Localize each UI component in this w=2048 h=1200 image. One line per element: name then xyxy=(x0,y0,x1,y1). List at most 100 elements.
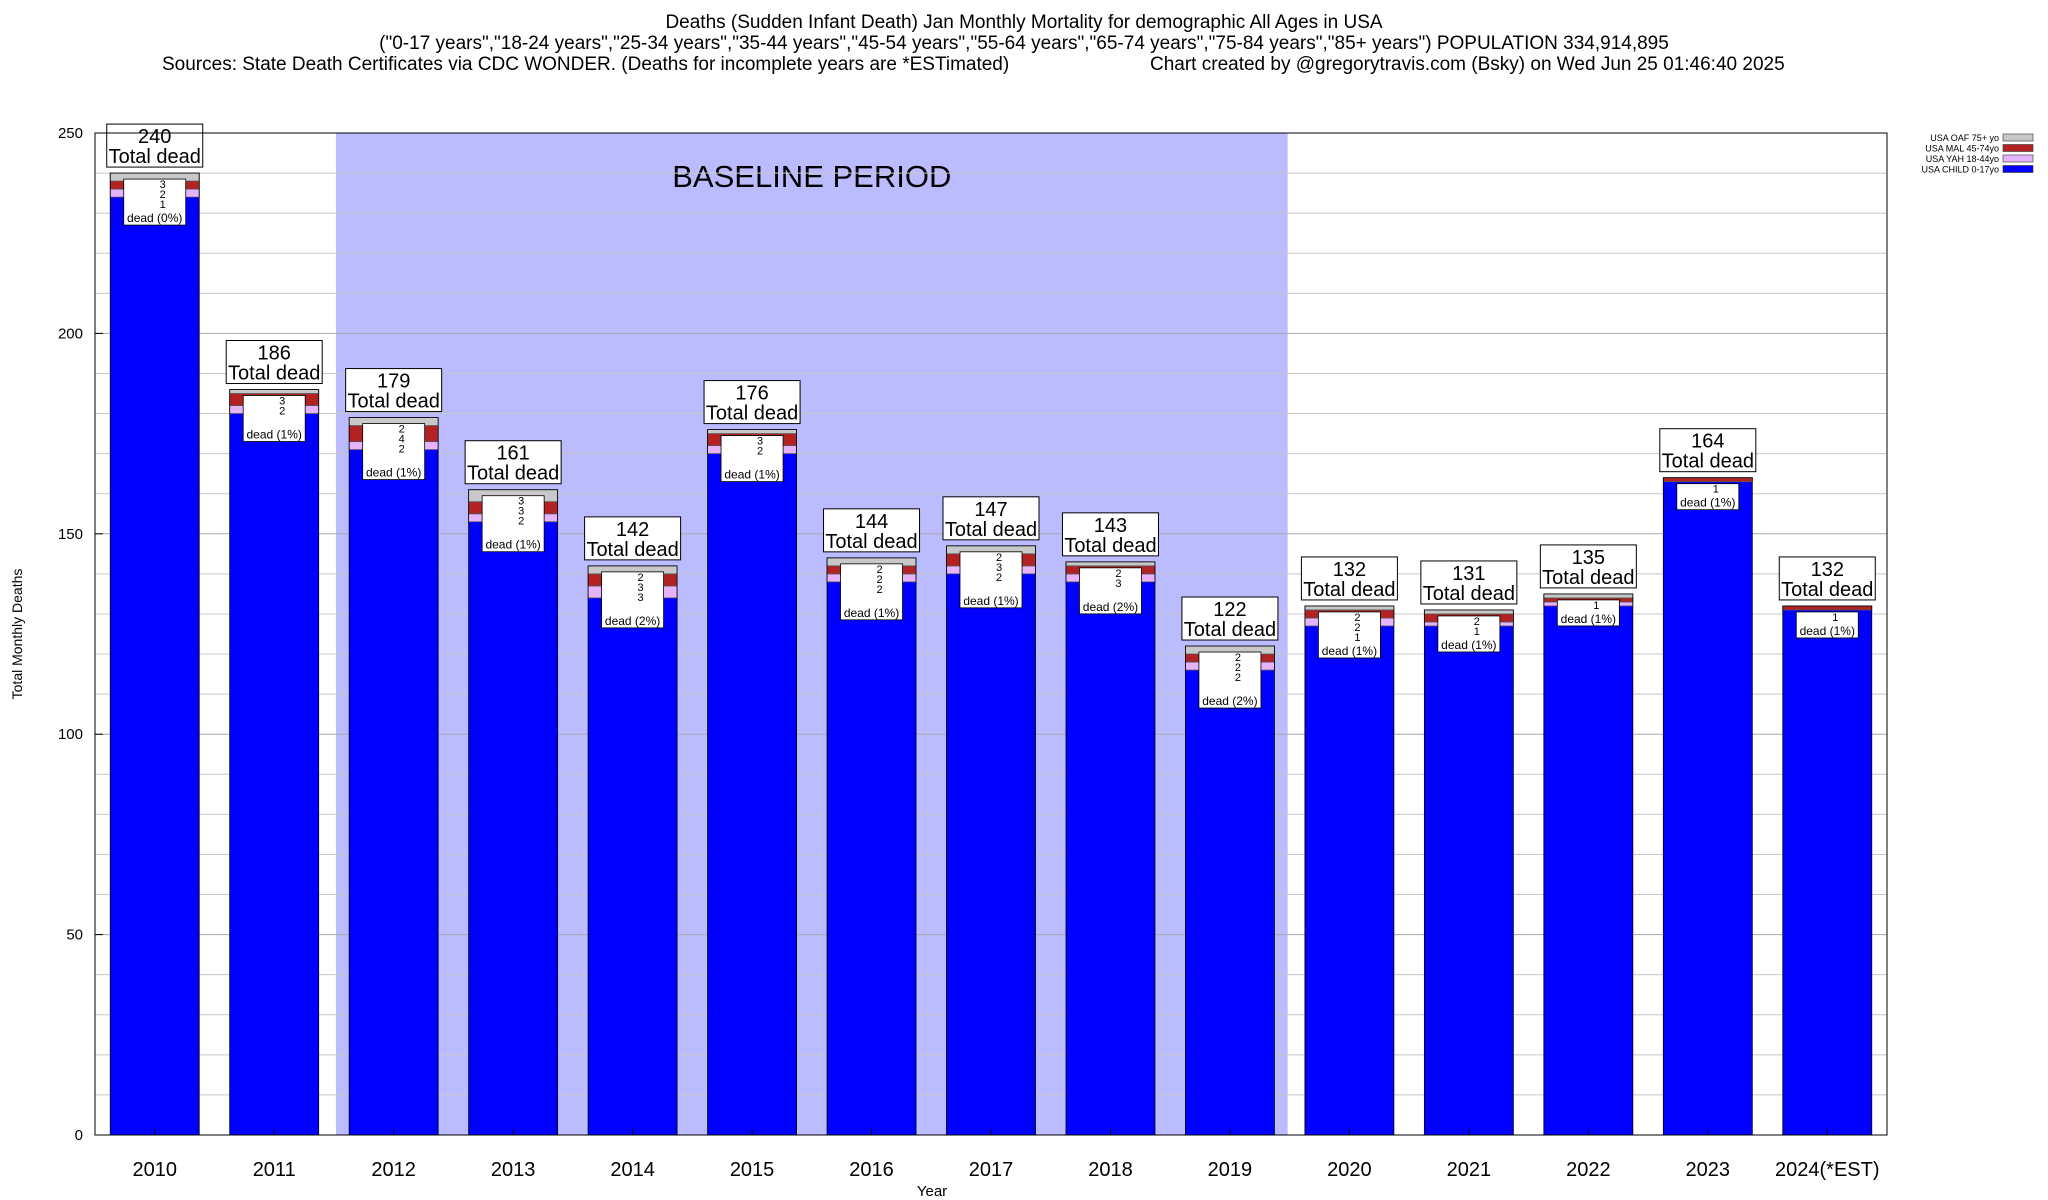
bar-segment-child-2012 xyxy=(349,449,439,1136)
segment-label-2010: 1 xyxy=(160,199,166,211)
segment-label-2014: 3 xyxy=(638,592,644,604)
share-label-2024(*EST): dead (1%) xyxy=(1800,624,1855,638)
segment-label-box-2020 xyxy=(1318,611,1381,659)
share-label-2023: dead (1%) xyxy=(1680,496,1735,510)
bar-segment-child-2024(*EST) xyxy=(1782,609,1872,1135)
total-value-2013: 161 xyxy=(496,443,529,465)
bar-segment-mal-2023 xyxy=(1662,477,1753,483)
share-label-2022: dead (1%) xyxy=(1561,612,1616,626)
legend-swatch xyxy=(2002,165,2034,173)
bar-segment-mal-2024(*EST) xyxy=(1782,605,1873,611)
share-label-2021: dead (1%) xyxy=(1441,638,1496,652)
bar-segment-oaf-2020 xyxy=(1304,605,1395,611)
share-label-2013: dead (1%) xyxy=(485,538,540,552)
segment-label-2016: 2 xyxy=(876,584,882,596)
segment-label-2010: 2 xyxy=(160,189,166,201)
total-value-2020: 132 xyxy=(1333,559,1366,581)
x-tick-label-2020: 2020 xyxy=(1327,1159,1372,1181)
segment-label-2016: 2 xyxy=(876,574,882,586)
total-label-box-2010 xyxy=(106,123,204,168)
segment-label-box-2018 xyxy=(1079,567,1142,615)
segment-label-2011: 3 xyxy=(279,396,285,408)
total-value-2016: 144 xyxy=(855,511,888,533)
segment-label-2014: 3 xyxy=(638,582,644,594)
total-value-2024(*EST): 132 xyxy=(1811,559,1844,581)
segment-label-2020: 2 xyxy=(1354,622,1360,634)
x-tick-label-2014: 2014 xyxy=(610,1159,655,1181)
segment-label-2023: 1 xyxy=(1713,484,1719,496)
segment-label-2012: 2 xyxy=(399,424,405,436)
segment-label-2015: 3 xyxy=(757,436,763,448)
bar-segment-oaf-2022 xyxy=(1543,593,1634,599)
y-tick-label: 200 xyxy=(58,325,83,342)
total-label-box-2023 xyxy=(1659,428,1757,473)
total-label-2022: Total dead xyxy=(1542,567,1634,589)
segment-label-box-2011 xyxy=(242,395,306,442)
x-tick-label-2017: 2017 xyxy=(969,1159,1014,1181)
segment-label-box-2022 xyxy=(1556,599,1620,627)
total-label-box-2020 xyxy=(1300,556,1398,601)
segment-label-2018: 3 xyxy=(1115,578,1121,590)
share-label-2018: dead (2%) xyxy=(1083,600,1138,614)
legend-swatch xyxy=(2002,144,2034,152)
segment-label-2019: 2 xyxy=(1235,662,1241,674)
total-label-2020: Total dead xyxy=(1303,579,1395,601)
total-label-2023: Total dead xyxy=(1662,451,1754,473)
x-tick-label-2022: 2022 xyxy=(1566,1159,1611,1181)
share-label-2020: dead (1%) xyxy=(1322,644,1377,658)
total-label-2011: Total dead xyxy=(228,363,320,385)
segment-label-2016: 2 xyxy=(876,564,882,576)
legend-swatch xyxy=(2002,133,2034,142)
x-tick-label-2015: 2015 xyxy=(730,1159,775,1181)
segment-label-2010: 3 xyxy=(160,179,166,191)
segment-label-2013: 3 xyxy=(518,496,524,508)
total-label-box-2011 xyxy=(225,340,323,385)
bar-segment-child-2019 xyxy=(1185,670,1275,1135)
x-tick-label-2016: 2016 xyxy=(849,1159,894,1181)
total-label-2021: Total dead xyxy=(1423,583,1515,605)
bar-segment-child-2020 xyxy=(1304,625,1394,1135)
y-tick-label: 50 xyxy=(66,927,83,944)
total-label-2019: Total dead xyxy=(1184,619,1276,641)
bar-segment-child-2022 xyxy=(1543,605,1633,1135)
segment-label-box-2023 xyxy=(1676,483,1740,511)
segment-label-box-2024(*EST) xyxy=(1795,611,1859,639)
total-label-box-2016 xyxy=(823,508,921,553)
bar-segment-child-2017 xyxy=(946,573,1036,1135)
total-label-box-2019 xyxy=(1181,596,1279,641)
share-label-2010: dead (0%) xyxy=(127,211,182,225)
x-tick-label-2023: 2023 xyxy=(1686,1159,1731,1181)
legend-label: USA OAF 75+ yo xyxy=(1930,133,1999,143)
segment-label-box-2014 xyxy=(601,571,664,629)
total-label-2017: Total dead xyxy=(945,519,1037,541)
segment-label-2024(*EST): 1 xyxy=(1832,612,1838,624)
bar-segment-child-2014 xyxy=(588,597,678,1135)
total-label-box-2017 xyxy=(942,496,1040,541)
share-label-2019: dead (2%) xyxy=(1202,694,1257,708)
bar-segment-child-2010 xyxy=(110,197,200,1136)
segment-label-2013: 2 xyxy=(518,516,524,528)
total-value-2017: 147 xyxy=(974,499,1007,521)
x-axis-label: Year xyxy=(917,1183,947,1200)
total-label-box-2013 xyxy=(464,440,562,485)
segment-label-2017: 3 xyxy=(996,562,1002,574)
x-tick-label-2010: 2010 xyxy=(132,1159,177,1181)
total-label-2014: Total dead xyxy=(586,539,678,561)
total-value-2023: 164 xyxy=(1691,431,1724,453)
segment-label-2022: 1 xyxy=(1593,600,1599,612)
total-label-2016: Total dead xyxy=(825,531,917,553)
legend-label: USA MAL 45-74yo xyxy=(1925,144,1999,154)
total-label-2012: Total dead xyxy=(348,391,440,413)
segment-label-2015: 2 xyxy=(757,446,763,458)
legend-label: USA YAH 18-44yo xyxy=(1926,154,1999,164)
bar-segment-child-2015 xyxy=(707,453,797,1135)
y-tick-label: 100 xyxy=(58,726,83,743)
share-label-2012: dead (1%) xyxy=(366,466,421,480)
segment-label-box-2013 xyxy=(481,495,545,553)
total-value-2022: 135 xyxy=(1572,547,1605,569)
total-label-box-2024(*EST) xyxy=(1778,556,1876,601)
total-label-2024(*EST): Total dead xyxy=(1781,579,1873,601)
segment-label-2020: 1 xyxy=(1354,632,1360,644)
total-value-2011: 186 xyxy=(258,343,291,365)
total-value-2018: 143 xyxy=(1094,515,1127,537)
